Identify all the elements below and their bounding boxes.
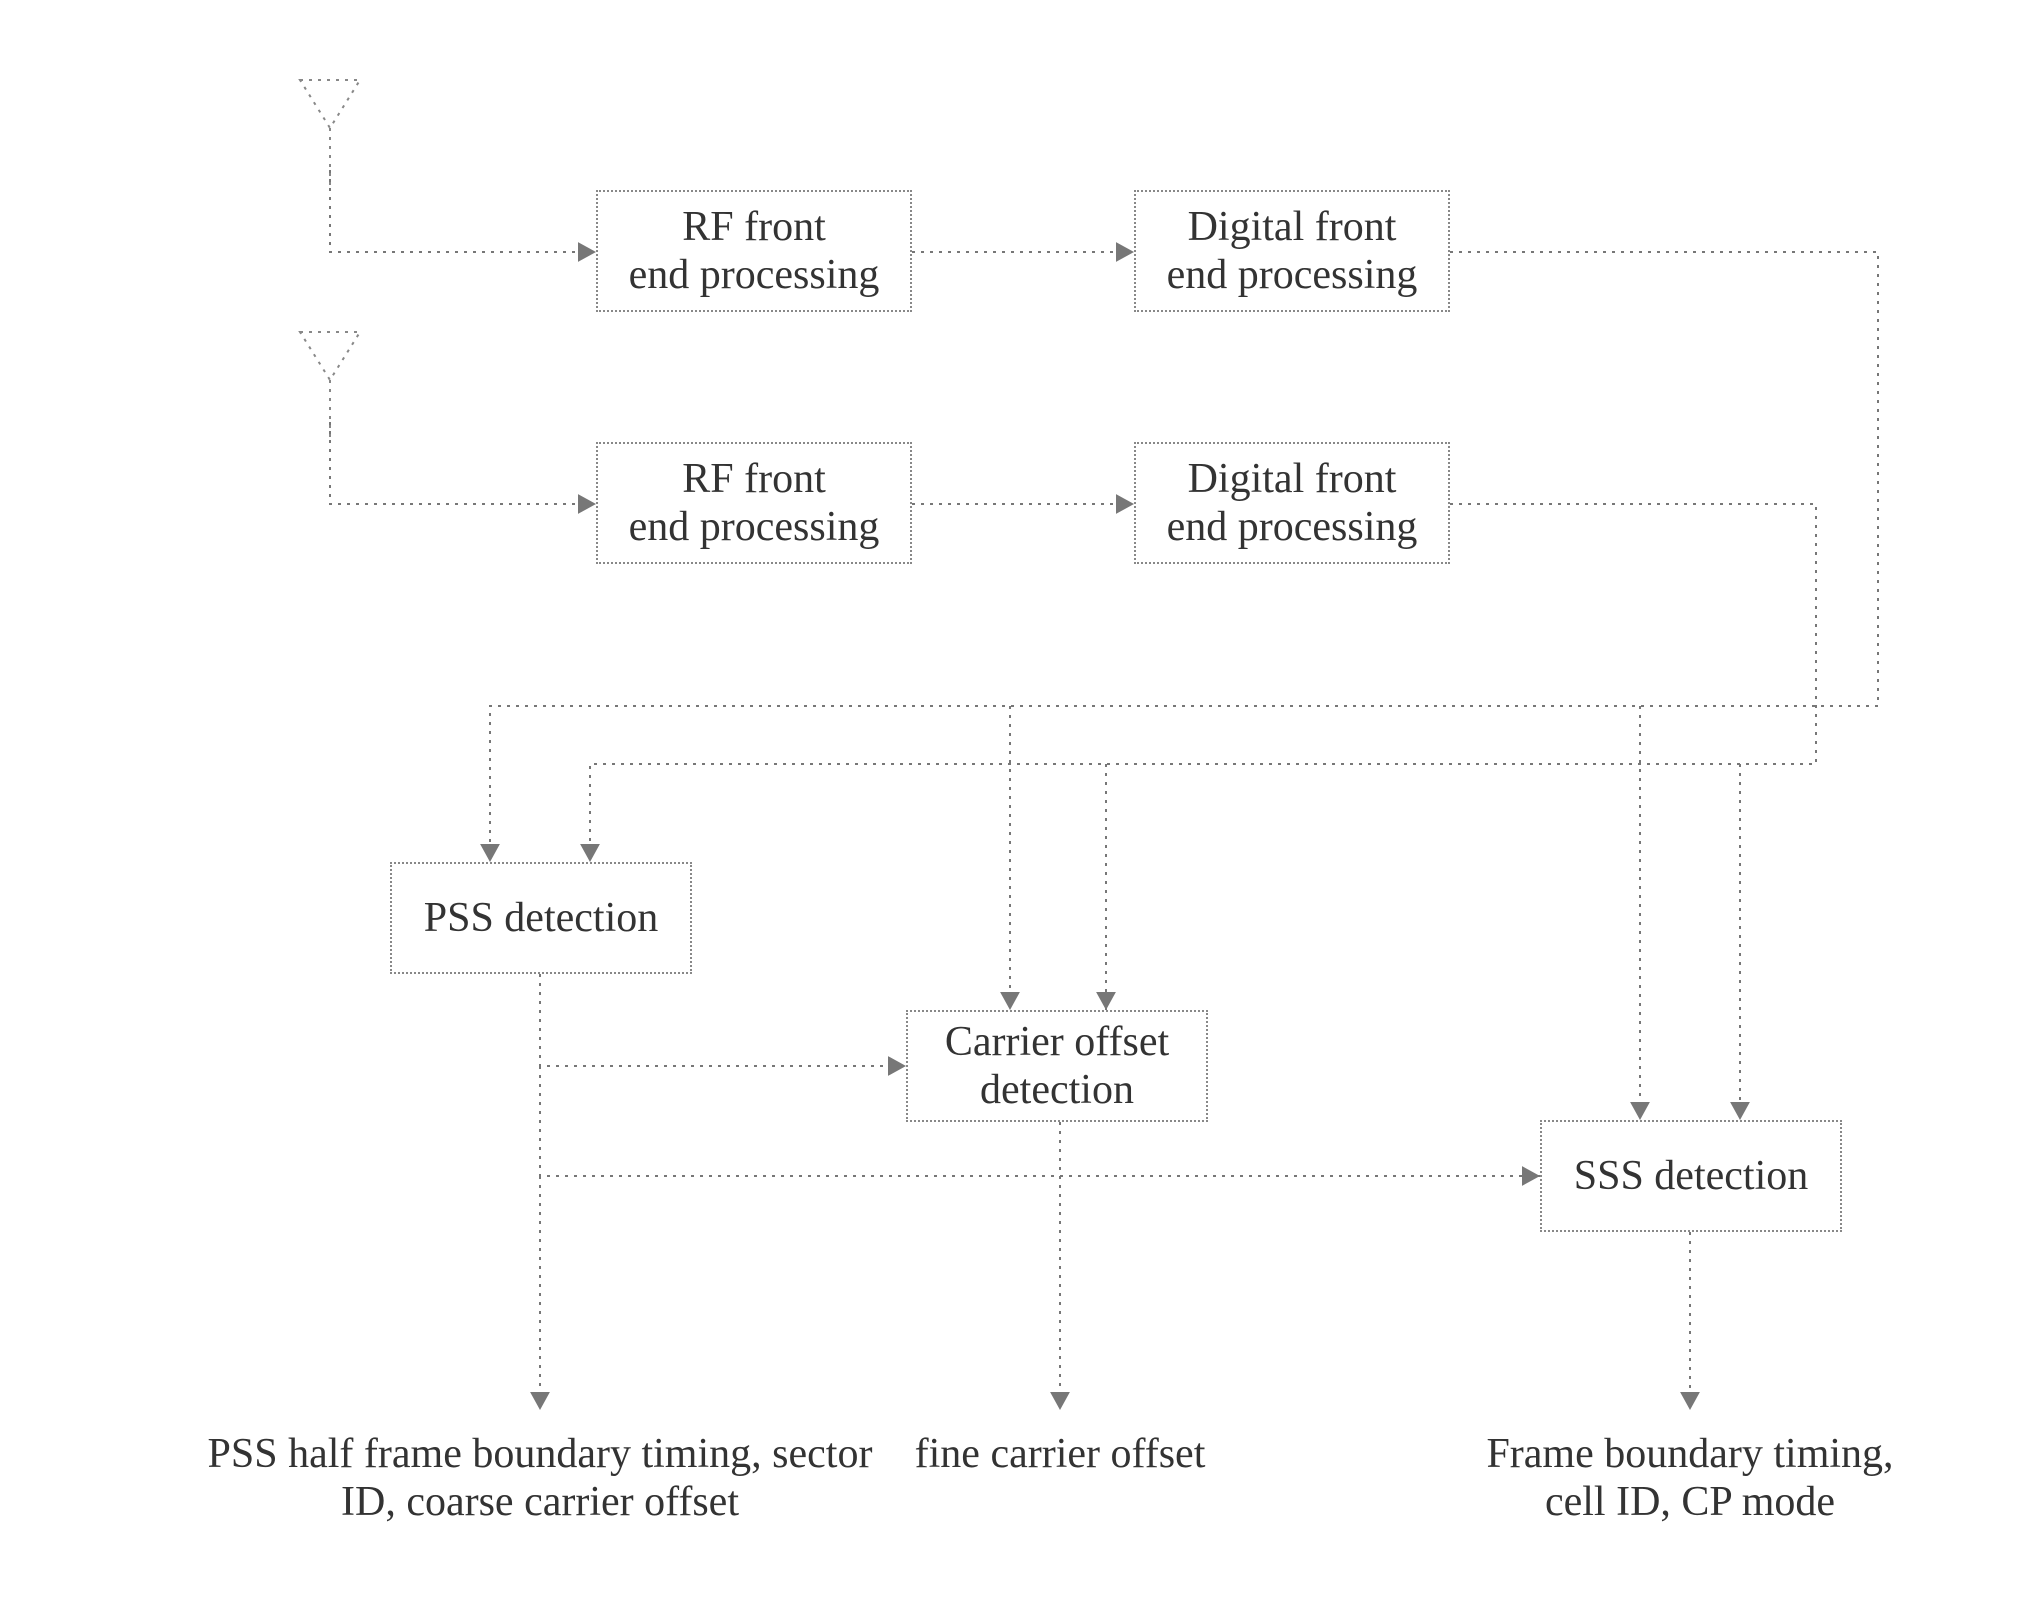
antenna-2 — [0, 0, 2039, 1606]
diagram-canvas: RF frontend processing RF frontend proce… — [0, 0, 2039, 1606]
